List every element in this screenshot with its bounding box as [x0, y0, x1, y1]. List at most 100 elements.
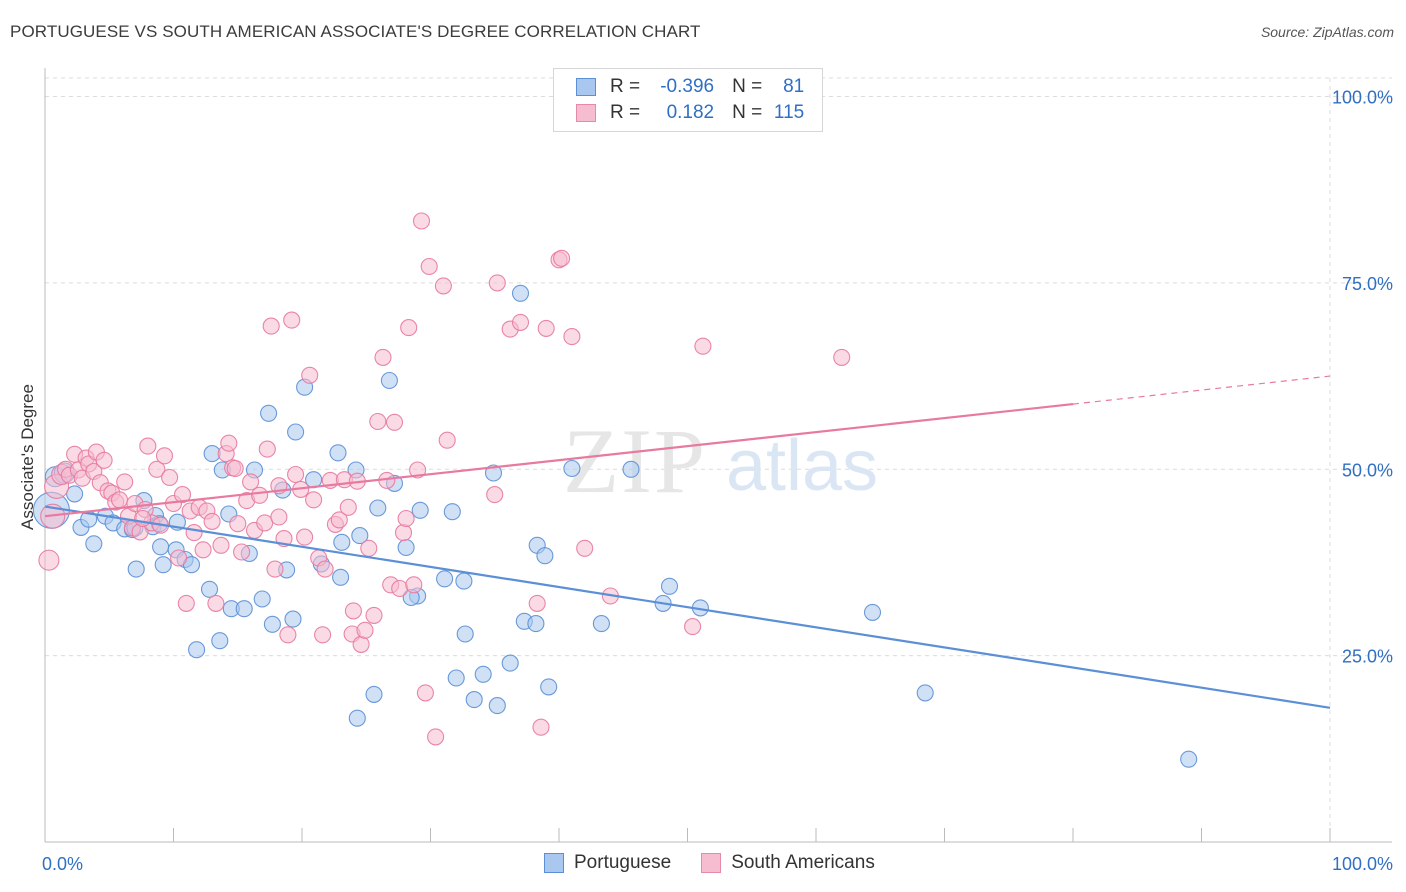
south-americans-point	[314, 626, 332, 644]
south-americans-point	[266, 560, 284, 578]
portuguese-point	[369, 499, 387, 517]
portuguese-point	[253, 590, 271, 608]
south-americans-point	[256, 514, 274, 532]
legend-label-south-americans: South Americans	[731, 852, 875, 873]
south-americans-trend-line-dashed	[1072, 375, 1331, 405]
south-americans-point	[185, 524, 203, 542]
portuguese-point	[351, 527, 369, 545]
portuguese-point	[465, 691, 483, 709]
south-americans-point	[369, 412, 387, 431]
portuguese-point	[563, 459, 581, 478]
portuguese-point	[863, 603, 882, 621]
y-tick-label: 50.0%	[1342, 460, 1393, 480]
south-americans-point	[279, 626, 297, 644]
legend-item-south-americans[interactable]: South Americans	[701, 852, 875, 874]
south-americans-point	[385, 413, 404, 431]
portuguese-point	[348, 709, 366, 727]
stats-legend: R = -0.396 N = 81 R = 0.182 N = 115	[553, 68, 823, 132]
south-americans-point	[134, 509, 152, 528]
portuguese-point	[474, 665, 492, 683]
south-americans-point	[360, 539, 378, 557]
south-americans-point	[161, 468, 179, 487]
south-americans-point	[420, 257, 438, 276]
south-americans-point	[233, 543, 251, 561]
south-americans-point	[339, 498, 357, 516]
south-americans-point	[110, 491, 129, 509]
south-americans-point	[296, 528, 314, 546]
portuguese-point	[536, 547, 554, 565]
south-americans-point	[427, 728, 445, 746]
south-americans-point	[352, 635, 370, 653]
legend-item-portuguese[interactable]: Portuguese	[544, 852, 671, 874]
south-americans-point	[330, 511, 348, 529]
south-americans-point	[305, 491, 323, 509]
series-legend: Portuguese South Americans	[544, 852, 905, 874]
legend-r-label: R =	[610, 76, 641, 97]
legend-r-value: 0.182	[666, 102, 715, 123]
legend-label-portuguese: Portuguese	[574, 852, 672, 873]
legend-swatch-portuguese	[576, 78, 596, 96]
portuguese-point	[455, 572, 473, 590]
south-americans-point	[394, 524, 413, 542]
portuguese-point	[436, 570, 454, 588]
south-americans-point	[95, 451, 113, 469]
south-americans-point	[563, 328, 581, 346]
legend-n-value: 115	[773, 102, 805, 123]
south-americans-point	[528, 594, 546, 612]
legend-n-label: N =	[732, 76, 763, 97]
south-americans-point	[226, 459, 244, 478]
south-americans-point	[576, 539, 594, 557]
south-americans-point	[194, 541, 212, 559]
south-americans-point	[486, 486, 504, 504]
portuguese-point	[501, 654, 519, 672]
south-americans-point	[242, 473, 260, 491]
portuguese-point	[411, 501, 429, 519]
y-tick-label: 25.0%	[1342, 647, 1393, 667]
south-americans-point	[344, 602, 362, 620]
legend-n-label: N =	[732, 102, 763, 123]
south-americans-point	[374, 348, 392, 366]
south-americans-point	[270, 508, 288, 526]
portuguese-point	[154, 556, 172, 574]
south-americans-point	[316, 560, 334, 578]
portuguese-point	[263, 615, 281, 633]
portuguese-point	[622, 460, 640, 478]
portuguese-point	[447, 669, 465, 687]
portuguese-trend-line	[44, 505, 1331, 709]
portuguese-point	[235, 600, 253, 618]
portuguese-point	[592, 615, 610, 633]
south-americans-point	[553, 249, 571, 267]
portuguese-point	[916, 684, 934, 702]
portuguese-point	[188, 641, 206, 659]
portuguese-point	[260, 404, 278, 422]
gridlines	[45, 77, 1392, 842]
portuguese-point	[397, 538, 415, 557]
south-americans-point	[139, 437, 157, 455]
south-americans-point	[287, 465, 305, 484]
south-americans-point	[220, 434, 238, 452]
south-americans-point	[391, 579, 409, 598]
south-americans-trend-line	[44, 402, 1074, 518]
south-americans-point	[409, 461, 427, 479]
legend-n-value: 81	[783, 76, 805, 97]
portuguese-point	[152, 538, 170, 556]
south-americans-point	[116, 473, 134, 491]
portuguese-point	[332, 568, 350, 586]
south-americans-point	[301, 366, 319, 384]
south-americans-point	[537, 319, 555, 337]
south-americans-point	[207, 594, 225, 612]
portuguese-point	[287, 423, 305, 441]
y-tick-label: 100.0%	[1332, 88, 1393, 108]
south-americans-point	[251, 486, 269, 504]
south-americans-point	[148, 460, 166, 478]
portuguese-point	[200, 580, 219, 598]
portuguese-point	[456, 625, 474, 643]
x-tick-label: 0.0%	[42, 854, 83, 874]
portuguese-point	[1180, 750, 1198, 768]
portuguese-point	[511, 284, 530, 302]
south-americans-point	[365, 606, 383, 624]
y-tick-label: 75.0%	[1342, 274, 1393, 294]
portuguese-point	[527, 615, 545, 633]
south-americans-point	[229, 515, 247, 533]
